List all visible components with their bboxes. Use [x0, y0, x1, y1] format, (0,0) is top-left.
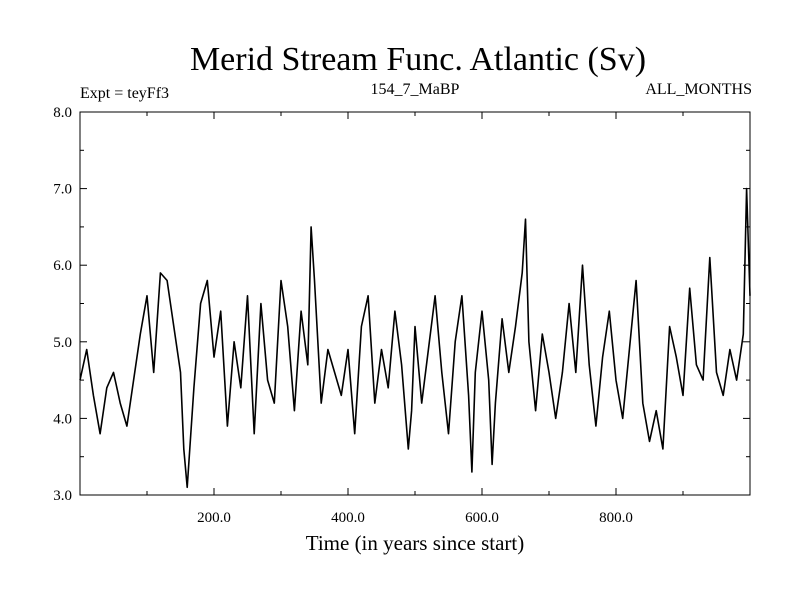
x-tick-label: 200.0 [197, 510, 231, 526]
months-label: ALL_MONTHS [645, 81, 752, 98]
axis-ticks: 3.0 4.0 5.0 6.0 7.0 8.0 200.0 400.0 600.0 800.0 [53, 105, 750, 526]
y-tick-label: 7.0 [53, 182, 72, 198]
chart-title: Merid Stream Func. Atlantic (Sv) [190, 41, 646, 78]
experiment-label: Expt = teyFf3 [80, 85, 169, 102]
x-tick-label: 400.0 [331, 510, 365, 526]
x-tick-label: 600.0 [465, 510, 499, 526]
period-label: 154_7_MaBP [371, 81, 460, 98]
x-tick-label: 800.0 [599, 510, 633, 526]
y-tick-label: 6.0 [53, 258, 72, 274]
y-tick-label: 4.0 [53, 411, 72, 427]
plot-area-frame [79, 111, 751, 496]
y-tick-label: 8.0 [53, 105, 72, 121]
y-tick-label: 5.0 [53, 335, 72, 351]
series-line-atlantic-moc [79, 187, 751, 489]
y-tick-label: 3.0 [53, 488, 72, 504]
x-axis-label: Time (in years since start) [306, 531, 525, 555]
